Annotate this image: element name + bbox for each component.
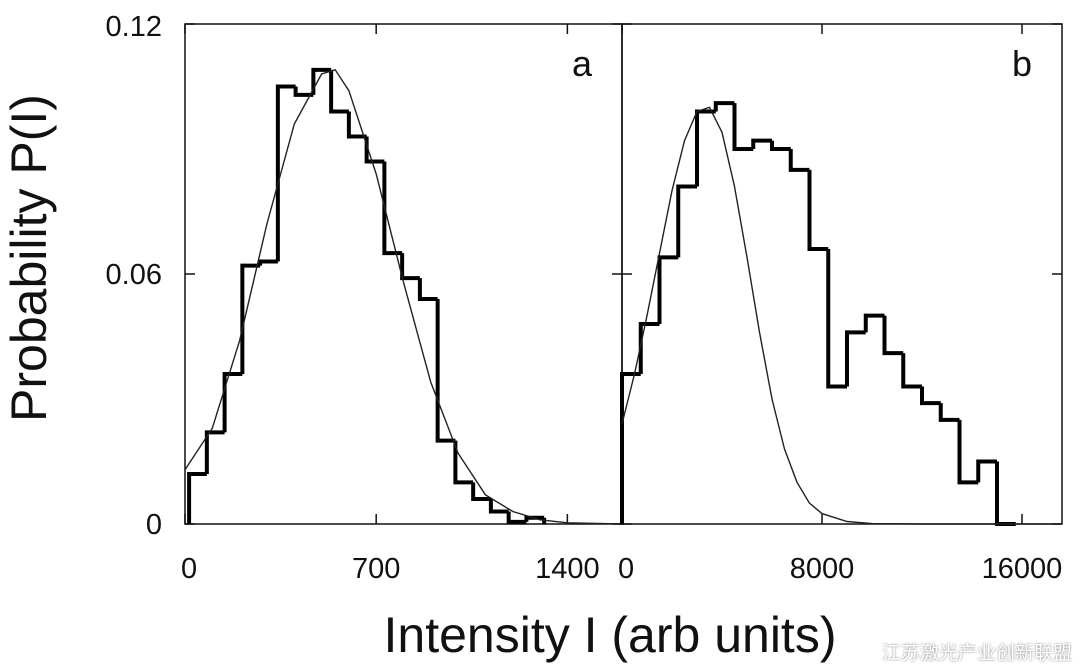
x-tick-label: 16000	[982, 553, 1063, 585]
fit-curve	[621, 106, 1062, 525]
histogram-bin	[620, 372, 641, 524]
histogram-bin	[346, 111, 367, 139]
histogram-bin	[524, 515, 545, 522]
histogram-bin	[311, 67, 332, 95]
histogram-bin	[976, 459, 997, 483]
x-tick-label: 700	[352, 553, 400, 585]
histogram-bin	[995, 461, 1016, 526]
histogram-bin	[471, 482, 491, 501]
histogram-bin	[453, 440, 474, 485]
histogram-bin	[506, 511, 527, 524]
histogram-bin	[788, 149, 810, 172]
histogram-bin	[957, 419, 979, 485]
histogram-bin	[657, 255, 679, 324]
histogram-bin	[676, 184, 697, 258]
histogram-bin	[329, 69, 349, 114]
histogram-bin	[807, 169, 829, 251]
histogram-bin	[938, 403, 960, 422]
histogram-bin	[713, 101, 735, 112]
histogram-bin	[204, 430, 225, 474]
histogram-bin	[695, 109, 716, 187]
histogram-bin	[417, 278, 438, 301]
histogram-bin	[222, 372, 243, 433]
histogram-bin	[770, 140, 791, 151]
histogram-bin	[882, 315, 904, 356]
x-tick-label: 8000	[790, 553, 855, 585]
panel-a: 0 700 1400 a	[181, 23, 623, 585]
x-axis-title: Intensity I (arb units)	[384, 607, 837, 663]
panel-label: b	[1012, 43, 1032, 84]
histogram-bin	[240, 263, 261, 374]
histogram-bin	[187, 472, 207, 524]
plot-frame-b	[621, 23, 1063, 525]
panel-label: a	[572, 43, 593, 84]
fit-curve	[184, 68, 623, 525]
histogram-bin	[751, 138, 772, 149]
histogram-bin	[863, 313, 885, 333]
x-tick-label: 0	[618, 553, 634, 585]
y-axis-ticks: 0 0.06 0.12	[106, 11, 162, 541]
x-tick-label: 0	[181, 553, 197, 585]
histogram-bin	[920, 386, 941, 406]
histogram-bin	[826, 249, 847, 389]
panel-b: 0 8000 16000 b	[618, 23, 1063, 585]
y-tick-label: 0	[146, 509, 162, 541]
x-tick-label: 1400	[535, 553, 600, 585]
y-tick-label: 0.12	[106, 11, 162, 43]
histogram-bin	[638, 322, 660, 374]
histogram-bin	[901, 353, 922, 389]
y-tick-label: 0.06	[106, 259, 162, 291]
histogram-bin	[845, 330, 866, 387]
histogram-bin	[258, 259, 278, 266]
histogram-bin	[435, 299, 456, 443]
histogram-bin	[364, 136, 385, 164]
histogram-bin	[732, 103, 754, 151]
histogram-bin	[488, 499, 509, 514]
watermark-text: 江苏激光产业创新联盟	[881, 642, 1072, 664]
histogram-bin	[293, 86, 314, 97]
histogram-bin	[400, 253, 420, 281]
histogram-bin	[275, 84, 296, 262]
y-axis-title: Probability P(I)	[1, 94, 57, 422]
